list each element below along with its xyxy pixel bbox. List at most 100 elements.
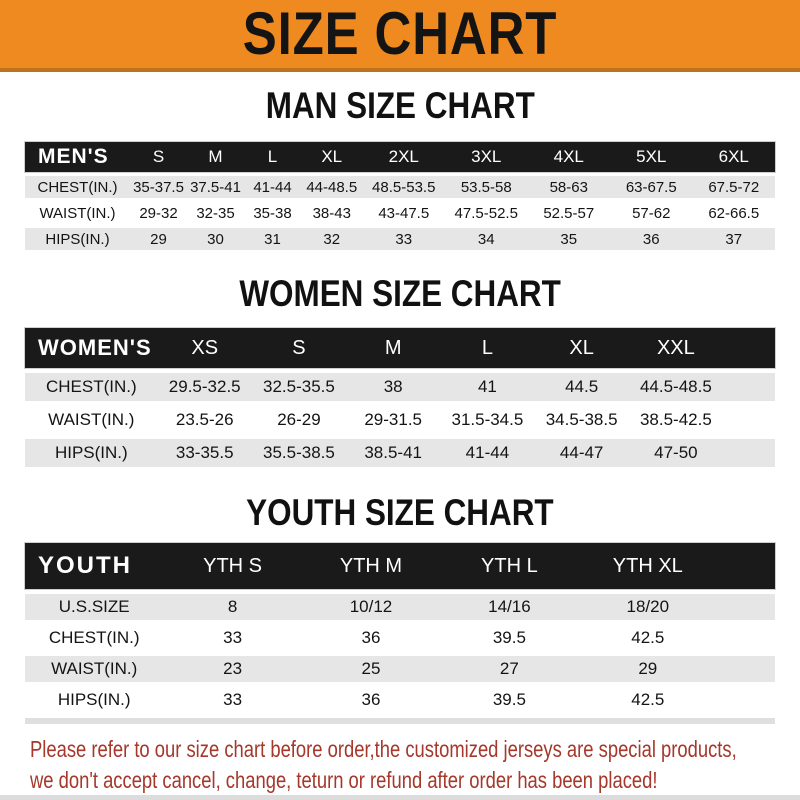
cell: 47.5-52.5 bbox=[454, 204, 518, 222]
cell: 53.5-58 bbox=[460, 178, 512, 196]
cell: 30 bbox=[207, 230, 224, 248]
cell: 29 bbox=[150, 230, 167, 248]
column-header: YTH M bbox=[339, 554, 403, 577]
cell: 41 bbox=[477, 377, 497, 396]
cell: 32.5-35.5 bbox=[263, 377, 335, 396]
row-label: U.S.SIZE bbox=[58, 597, 130, 616]
cell: 35 bbox=[560, 230, 578, 248]
cell: 34 bbox=[477, 230, 495, 248]
cell: 33 bbox=[395, 230, 413, 248]
cell: 10/12 bbox=[349, 597, 393, 616]
section-youth: YOUTH SIZE CHART YOUTH YTH S YTH M YTH L YTH… bbox=[0, 493, 800, 724]
table-row: HIPS(IN.) 33 36 39.5 42.5 bbox=[25, 687, 775, 713]
cell: 31 bbox=[264, 230, 281, 248]
cell: 34.5-38.5 bbox=[545, 410, 618, 429]
youth-table-header: YOUTH YTH S YTH M YTH L YTH XL bbox=[25, 543, 775, 589]
cell: 14/16 bbox=[488, 597, 531, 616]
cell: 48.5-53.5 bbox=[372, 178, 436, 196]
corner-label: MEN'S bbox=[38, 145, 109, 168]
table-row: HIPS(IN.) 29 30 31 32 33 34 35 36 37 bbox=[25, 228, 775, 250]
table-row: WAIST(IN.) 23.5-26 26-29 29-31.5 31.5-34.5 34… bbox=[25, 406, 775, 434]
table-row: CHEST(IN.) 29.5-32.5 32.5-35.5 38 41 44.5 44.5… bbox=[25, 373, 775, 401]
youth-size-table: YOUTH YTH S YTH M YTH L YTH XL U.S.SIZE 8 10/1… bbox=[25, 543, 775, 713]
women-table-header: WOMEN'S XS S M L XL XXL bbox=[25, 328, 775, 368]
cell: 23.5-26 bbox=[175, 410, 234, 429]
row-label: HIPS(IN.) bbox=[45, 230, 110, 248]
cell: 44.5-48.5 bbox=[639, 377, 712, 396]
column-header: YTH XL bbox=[612, 554, 683, 577]
youth-section-heading-text: YOUTH SIZE CHART bbox=[246, 492, 554, 533]
cell: 44-47 bbox=[559, 443, 604, 462]
cell: 44.5 bbox=[565, 377, 599, 396]
cell: 29-31.5 bbox=[364, 410, 423, 429]
cell: 42.5 bbox=[631, 690, 665, 709]
cell: 26-29 bbox=[277, 410, 321, 429]
section-women: WOMEN SIZE CHART WOMEN'S XS S M L XL XXL CHEST… bbox=[0, 274, 800, 467]
footer-line1: Please refer to our size chart before or… bbox=[30, 736, 737, 762]
cell: 41-44 bbox=[253, 178, 292, 196]
table-row: U.S.SIZE 8 10/12 14/16 18/20 bbox=[25, 594, 775, 620]
table-row: CHEST(IN.) 35-37.5 37.5-41 41-44 44-48.5 48.5… bbox=[25, 176, 775, 198]
cell: 37.5-41 bbox=[190, 178, 241, 196]
cell: 29-32 bbox=[139, 204, 178, 222]
column-header: S bbox=[292, 336, 306, 359]
column-header: 5XL bbox=[636, 147, 667, 166]
cell: 38-43 bbox=[312, 204, 351, 222]
column-header: M bbox=[384, 336, 402, 359]
cell: 8 bbox=[227, 597, 238, 616]
cell: 37 bbox=[725, 230, 743, 248]
cell: 29.5-32.5 bbox=[168, 377, 241, 396]
column-header: 6XL bbox=[718, 147, 749, 166]
column-header: M bbox=[208, 147, 223, 166]
cell: 58-63 bbox=[549, 178, 588, 196]
column-header: 4XL bbox=[553, 147, 584, 166]
column-header: S bbox=[152, 147, 165, 166]
cell: 27 bbox=[499, 659, 519, 678]
size-chart-banner: SIZE CHART bbox=[0, 0, 800, 72]
column-header: YTH S bbox=[203, 554, 263, 577]
cell: 23 bbox=[223, 659, 243, 678]
row-label: CHEST(IN.) bbox=[37, 178, 118, 196]
cell: 32 bbox=[323, 230, 341, 248]
cell: 52.5-57 bbox=[543, 204, 595, 222]
cell: 41-44 bbox=[465, 443, 510, 462]
cell: 33 bbox=[223, 628, 243, 647]
women-section-heading: WOMEN SIZE CHART bbox=[0, 274, 800, 314]
banner-title: SIZE CHART bbox=[242, 0, 558, 67]
cell: 25 bbox=[361, 659, 381, 678]
cell: 39.5 bbox=[492, 690, 526, 709]
cell: 43-47.5 bbox=[378, 204, 430, 222]
women-size-table: WOMEN'S XS S M L XL XXL CHEST(IN.) 29.5-32.5 32.… bbox=[25, 328, 775, 467]
table-row: WAIST(IN.) 23 25 27 29 bbox=[25, 656, 775, 682]
footer-note: Please refer to our size chart before or… bbox=[30, 734, 800, 796]
men-size-table: MEN'S S M L XL 2XL 3XL 4XL 5XL 6XL CHEST(IN.) 35-3… bbox=[25, 142, 775, 250]
section-men: MAN SIZE CHART MEN'S S M L XL 2XL 3XL 4XL 5XL 6XL… bbox=[0, 86, 800, 250]
youth-table-bottom-strip bbox=[25, 718, 775, 724]
cell: 57-62 bbox=[632, 204, 671, 222]
cell: 63-67.5 bbox=[625, 178, 677, 196]
cell: 32-35 bbox=[196, 204, 235, 222]
cell: 35-38 bbox=[253, 204, 292, 222]
cell: 31.5-34.5 bbox=[451, 410, 524, 429]
cell: 62-66.5 bbox=[708, 204, 760, 222]
cell: 38 bbox=[383, 377, 403, 396]
bottom-edge bbox=[0, 795, 800, 800]
men-table-header: MEN'S S M L XL 2XL 3XL 4XL 5XL 6XL bbox=[25, 142, 775, 172]
row-label: CHEST(IN.) bbox=[45, 377, 137, 396]
cell: 29 bbox=[638, 659, 658, 678]
footer-line2: we don't accept cancel, change, teturn o… bbox=[30, 767, 658, 793]
column-header: 2XL bbox=[388, 147, 419, 166]
cell: 33 bbox=[223, 690, 243, 709]
column-header: XL bbox=[569, 336, 594, 359]
column-header: XS bbox=[191, 336, 219, 359]
men-section-heading: MAN SIZE CHART bbox=[0, 86, 800, 126]
women-section-heading-text: WOMEN SIZE CHART bbox=[239, 273, 561, 314]
column-header: L bbox=[481, 336, 493, 359]
cell: 36 bbox=[361, 690, 381, 709]
table-row: HIPS(IN.) 33-35.5 35.5-38.5 38.5-41 41-44 44-… bbox=[25, 439, 775, 467]
column-header: L bbox=[267, 147, 278, 166]
cell: 42.5 bbox=[631, 628, 665, 647]
cell: 38.5-41 bbox=[364, 443, 423, 462]
corner-label: YOUTH bbox=[38, 552, 132, 579]
row-label: HIPS(IN.) bbox=[54, 443, 128, 462]
